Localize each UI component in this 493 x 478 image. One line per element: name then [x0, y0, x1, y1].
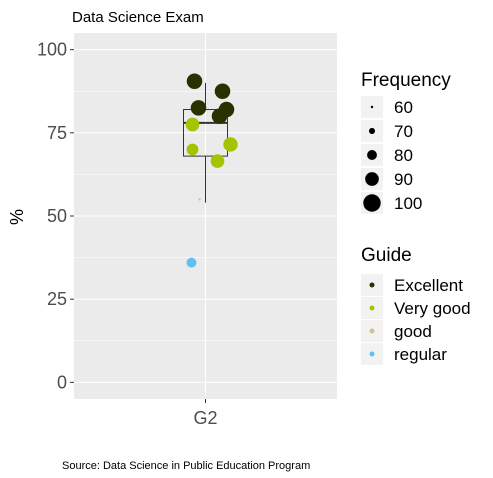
chart-caption: Source: Data Science in Public Education…: [62, 460, 310, 472]
guide-legend-label: Excellent: [394, 276, 463, 295]
guide-legend-label: good: [394, 322, 432, 341]
y-tick-label: 100: [37, 40, 67, 60]
guide-legend: Guide Excellent Very good good regular: [361, 245, 471, 365]
data-point: [186, 257, 197, 268]
frequency-legend-symbol: [365, 172, 379, 186]
data-point: [186, 73, 203, 90]
frequency-legend-symbol: [367, 150, 377, 160]
frequency-legend-label: 80: [394, 146, 413, 165]
chart-title: Data Science Exam: [72, 9, 204, 26]
grid-lines: [74, 33, 337, 399]
data-point: [185, 117, 200, 132]
frequency-legend-symbol: [370, 105, 374, 109]
y-tick-label: 25: [47, 289, 67, 309]
guide-legend-symbol: [369, 282, 375, 288]
y-axis: 0 25 50 75 100: [37, 40, 74, 392]
y-tick-label: 50: [47, 206, 67, 226]
data-point: [198, 198, 201, 201]
data-point: [211, 108, 228, 124]
frequency-legend-label: 60: [394, 98, 413, 117]
frequency-legend-title: Frequency: [361, 70, 451, 91]
data-point: [223, 137, 238, 152]
data-point: [214, 83, 231, 99]
guide-legend-title: Guide: [361, 245, 412, 266]
guide-legend-symbol: [369, 351, 375, 357]
guide-legend-label: regular: [394, 345, 447, 364]
guide-legend-symbol: [369, 328, 375, 334]
data-points: [185, 73, 238, 268]
x-tick-label: G2: [193, 408, 217, 428]
y-tick-label: 0: [57, 372, 67, 392]
frequency-legend-label: 70: [394, 122, 413, 141]
guide-legend-symbol: [369, 305, 375, 311]
data-point: [186, 143, 199, 156]
frequency-legend-label: 90: [394, 170, 413, 189]
guide-legend-label: Very good: [394, 299, 471, 318]
x-axis: G2: [193, 399, 218, 428]
frequency-legend-symbol: [363, 194, 381, 212]
frequency-legend-symbol: [368, 127, 376, 135]
frequency-legend: Frequency 60 70 80 90 100: [361, 70, 451, 214]
y-axis-title: %: [7, 209, 27, 225]
y-tick-label: 75: [47, 123, 67, 143]
data-point: [190, 100, 207, 116]
data-point: [210, 154, 225, 168]
frequency-legend-label: 100: [394, 194, 422, 213]
